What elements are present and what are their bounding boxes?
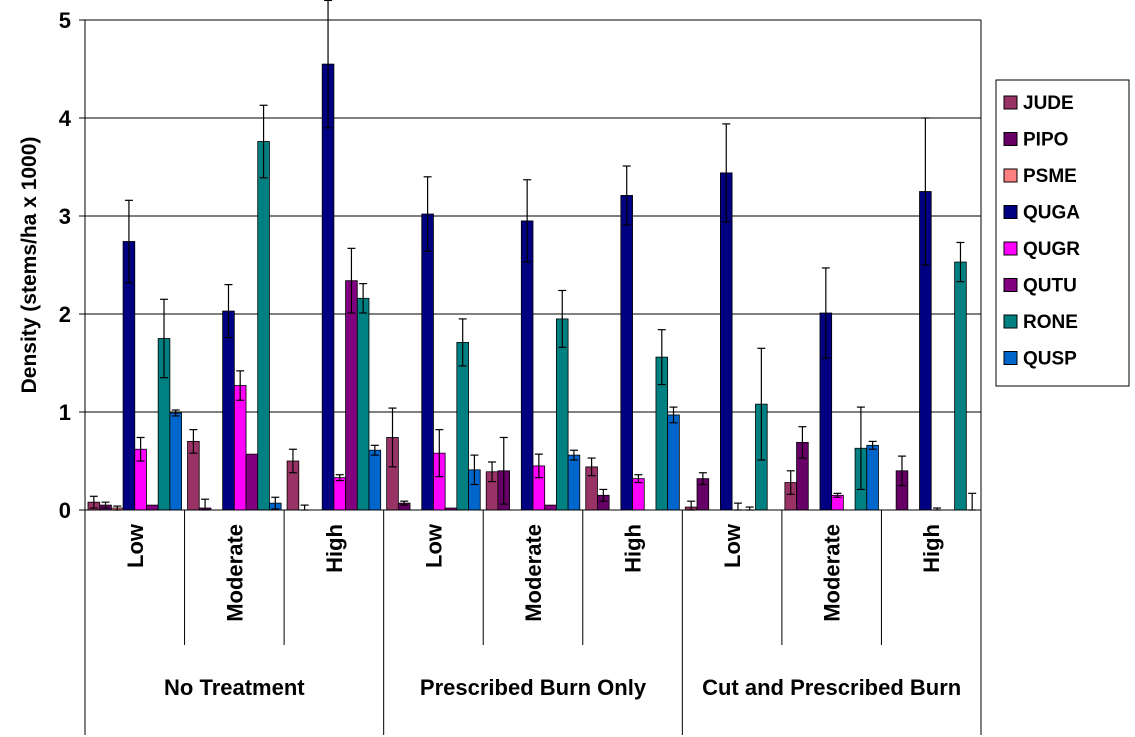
category-label: Moderate: [222, 524, 247, 622]
y-tick-label: 4: [59, 106, 72, 131]
category-label: Low: [720, 523, 745, 568]
group-label: Cut and Prescribed Burn: [702, 675, 961, 700]
y-tick-label: 5: [59, 8, 71, 33]
legend-swatch-qugr: [1003, 241, 1018, 256]
bar-quga: [520, 220, 534, 511]
bar-qugr: [632, 478, 645, 511]
y-tick-label: 3: [59, 204, 71, 229]
category-label: High: [621, 524, 646, 573]
legend-swatch-qusp: [1003, 351, 1018, 365]
legend-label-psme: PSME: [1023, 166, 1077, 187]
bar-quga: [620, 195, 633, 511]
bar-qugr: [233, 385, 247, 511]
bar-qusp: [866, 444, 879, 511]
bar-rone: [456, 342, 469, 511]
legend-label-qugr: QUGR: [1023, 239, 1080, 260]
category-label: Moderate: [820, 524, 845, 622]
legend-swatch-qutu: [1003, 278, 1018, 292]
y-tick-label: 2: [59, 302, 71, 327]
group-label: No Treatment: [164, 675, 305, 700]
bar-rone: [954, 261, 967, 511]
category-label: Low: [123, 523, 148, 568]
category-label: Low: [421, 523, 446, 568]
legend-swatch-pipo: [1003, 132, 1018, 146]
category-label: Moderate: [521, 524, 546, 622]
bar-qutu: [245, 453, 259, 511]
legend-box: [995, 79, 1130, 387]
bar-qusp: [368, 449, 382, 511]
group-label: Prescribed Burn Only: [420, 675, 647, 700]
legend-label-qusp: QUSP: [1023, 349, 1077, 370]
bar-qutu: [146, 504, 159, 511]
bar-qusp: [169, 412, 182, 511]
legend-swatch-jude: [1003, 95, 1018, 110]
bar-quga: [321, 63, 335, 511]
bar-qutu: [345, 280, 358, 511]
y-tick-label: 1: [59, 400, 71, 425]
legend-swatch-rone: [1003, 314, 1018, 329]
legend-label-quga: QUGA: [1023, 203, 1080, 224]
bar-qutu: [544, 504, 557, 511]
category-label: High: [919, 524, 944, 573]
legend-label-rone: RONE: [1023, 312, 1078, 333]
bar-rone: [356, 297, 370, 511]
bar-qusp: [567, 454, 581, 511]
bar-quga: [222, 310, 235, 511]
category-label: High: [322, 524, 347, 573]
legend-label-jude: JUDE: [1023, 93, 1074, 114]
bar-quga: [421, 213, 434, 511]
legend-swatch-psme: [1003, 168, 1018, 183]
y-tick-label: 0: [59, 498, 71, 523]
bar-qugr: [333, 477, 346, 511]
y-axis-title: Density (stems/ha x 1000): [18, 137, 41, 394]
legend-label-pipo: PIPO: [1023, 130, 1068, 151]
bar-quga: [720, 172, 733, 511]
legend-swatch-quga: [1003, 205, 1018, 219]
bar-qusp: [667, 414, 680, 511]
legend-label-qutu: QUTU: [1023, 276, 1077, 297]
bar-rone: [257, 141, 270, 511]
